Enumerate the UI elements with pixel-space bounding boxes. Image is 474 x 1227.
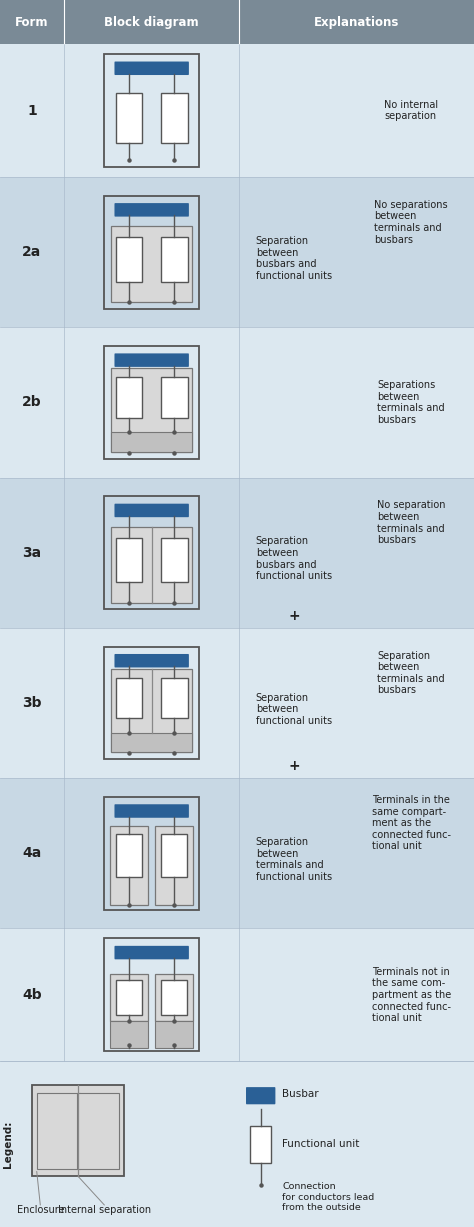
- Bar: [161, 539, 188, 583]
- Bar: [0, 778, 474, 929]
- Bar: [0, 177, 474, 328]
- Text: 4a: 4a: [22, 847, 42, 860]
- Text: Functional unit: Functional unit: [282, 1139, 359, 1150]
- Text: No separations
between
terminals and
busbars: No separations between terminals and bus…: [374, 200, 448, 244]
- Bar: [155, 1021, 193, 1048]
- Text: Terminals not in
the same com-
partment as the
connected func-
tional unit: Terminals not in the same com- partment …: [372, 967, 451, 1023]
- FancyBboxPatch shape: [246, 1087, 275, 1104]
- Bar: [77, 1093, 119, 1169]
- Text: Separations
between
terminals and
busbars: Separations between terminals and busbar…: [377, 380, 445, 425]
- Text: +: +: [288, 609, 300, 623]
- Text: Internal separation: Internal separation: [58, 1205, 151, 1215]
- Text: Block diagram: Block diagram: [104, 16, 199, 28]
- Bar: [37, 1093, 80, 1169]
- Bar: [111, 432, 192, 452]
- Bar: [0, 477, 474, 628]
- Bar: [250, 1126, 272, 1163]
- Bar: [111, 528, 192, 604]
- Bar: [0, 628, 474, 778]
- Bar: [0, 0, 474, 44]
- Text: 4b: 4b: [22, 988, 42, 1002]
- Text: Explanations: Explanations: [314, 16, 400, 28]
- Bar: [161, 834, 187, 877]
- FancyBboxPatch shape: [114, 504, 189, 518]
- Bar: [116, 238, 142, 282]
- Text: No separation
between
terminals and
busbars: No separation between terminals and busb…: [377, 501, 446, 545]
- Bar: [116, 677, 142, 718]
- Bar: [104, 346, 199, 459]
- Text: 1: 1: [27, 103, 37, 118]
- Bar: [116, 834, 142, 877]
- FancyBboxPatch shape: [114, 804, 189, 817]
- Bar: [0, 929, 474, 1061]
- Bar: [0, 328, 474, 477]
- Bar: [161, 238, 188, 282]
- Text: Form: Form: [15, 16, 49, 28]
- Bar: [111, 669, 192, 752]
- FancyBboxPatch shape: [114, 946, 189, 960]
- Bar: [32, 1086, 124, 1177]
- FancyBboxPatch shape: [114, 654, 189, 667]
- Bar: [104, 196, 199, 309]
- Text: 2b: 2b: [22, 395, 42, 410]
- Bar: [0, 1061, 474, 1227]
- Bar: [110, 1021, 148, 1048]
- Text: Separation
between
terminals and
busbars: Separation between terminals and busbars: [377, 650, 445, 696]
- Text: Busbar: Busbar: [282, 1090, 319, 1099]
- Text: 2a: 2a: [22, 245, 42, 259]
- Text: Separation
between
terminals and
functional units: Separation between terminals and functio…: [256, 837, 332, 882]
- Text: Separation
between
busbars and
functional units: Separation between busbars and functiona…: [256, 536, 332, 582]
- Bar: [104, 647, 199, 760]
- FancyBboxPatch shape: [114, 204, 189, 217]
- Bar: [161, 677, 188, 718]
- Bar: [104, 796, 199, 909]
- Bar: [116, 378, 142, 418]
- Bar: [110, 826, 148, 906]
- Bar: [155, 826, 193, 906]
- Bar: [116, 980, 142, 1015]
- Text: No internal
separation: No internal separation: [384, 99, 438, 121]
- Bar: [110, 974, 148, 1021]
- FancyBboxPatch shape: [114, 353, 189, 367]
- Bar: [104, 939, 199, 1052]
- Text: Separation
between
busbars and
functional units: Separation between busbars and functiona…: [256, 236, 332, 281]
- Bar: [116, 539, 142, 583]
- FancyBboxPatch shape: [114, 61, 189, 75]
- Text: Legend:: Legend:: [2, 1120, 13, 1168]
- Text: 3a: 3a: [22, 546, 42, 560]
- Bar: [104, 54, 199, 167]
- Text: 3b: 3b: [22, 696, 42, 710]
- Bar: [111, 733, 192, 752]
- Bar: [161, 980, 187, 1015]
- Bar: [161, 93, 188, 142]
- Bar: [161, 378, 188, 418]
- Text: Separation
between
functional units: Separation between functional units: [256, 692, 332, 726]
- Text: Enclosure: Enclosure: [17, 1205, 64, 1215]
- Bar: [155, 974, 193, 1021]
- Bar: [104, 497, 199, 610]
- Bar: [0, 44, 474, 177]
- Bar: [116, 93, 142, 142]
- Bar: [111, 368, 192, 452]
- Text: +: +: [288, 760, 300, 773]
- Text: Connection
for conductors lead
from the outside: Connection for conductors lead from the …: [282, 1183, 374, 1212]
- Text: Terminals in the
same compart-
ment as the
connected func-
tional unit: Terminals in the same compart- ment as t…: [372, 795, 451, 852]
- Bar: [111, 227, 192, 303]
